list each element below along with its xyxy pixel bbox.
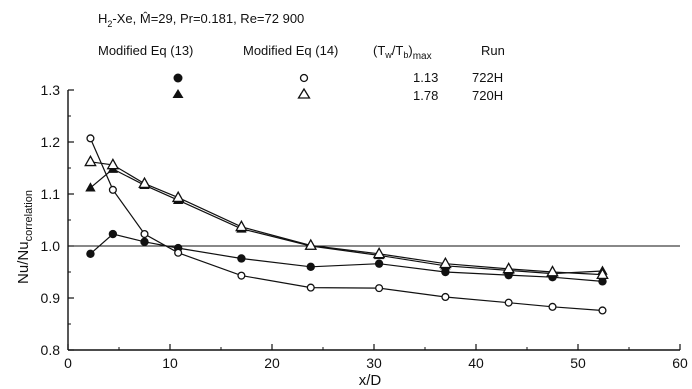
y-tick-label-5: 1.3 bbox=[41, 82, 61, 98]
point-s1-0 bbox=[86, 134, 95, 143]
point-s3-9 bbox=[546, 265, 559, 277]
point-s1-1 bbox=[108, 185, 117, 194]
point-s0-6 bbox=[374, 259, 384, 268]
point-s0-1 bbox=[108, 229, 118, 239]
legend-marker-filled-circle bbox=[173, 73, 183, 83]
point-s0-7 bbox=[441, 267, 450, 277]
y-tick-label-2: 1.0 bbox=[41, 238, 61, 254]
legend-row1-ratio: 1.13 bbox=[413, 70, 438, 85]
legend-col-run: Run bbox=[481, 43, 505, 58]
point-s3-0 bbox=[84, 154, 97, 167]
point-s3-8 bbox=[502, 262, 515, 274]
point-s0-2 bbox=[140, 237, 149, 247]
legend-col-ratio: (Tw/Tb)max bbox=[373, 43, 432, 62]
point-s1-10 bbox=[598, 306, 607, 315]
y-tick-label-4: 1.2 bbox=[41, 134, 61, 150]
series-line-2 bbox=[90, 168, 603, 275]
plot-area: 0 10 20 30 40 50 60 0.8 0.9 1.0 1.1 1.2 1.3 bbox=[41, 82, 688, 371]
x-tick-label-0: 0 bbox=[64, 355, 72, 371]
point-s1-3 bbox=[174, 248, 183, 257]
point-s0-4 bbox=[237, 254, 246, 263]
point-s1-8 bbox=[504, 298, 513, 307]
point-s3-7 bbox=[439, 256, 452, 269]
series-line-0 bbox=[90, 233, 603, 282]
x-tick-label-5: 50 bbox=[570, 355, 586, 371]
series-line-3 bbox=[90, 161, 603, 276]
point-s1-4 bbox=[237, 271, 246, 280]
x-tick-label-1: 10 bbox=[162, 355, 178, 371]
x-tick-label-6: 60 bbox=[672, 355, 688, 371]
legend-row2-ratio: 1.78 bbox=[413, 88, 438, 103]
y-tick-label-0: 0.8 bbox=[41, 342, 61, 358]
point-s3-4 bbox=[235, 219, 248, 232]
point-s0-10 bbox=[598, 277, 607, 286]
point-s3-2 bbox=[138, 176, 151, 189]
series-line-1 bbox=[89, 138, 603, 312]
x-tick-label-3: 30 bbox=[366, 355, 382, 371]
point-s2-0 bbox=[85, 182, 96, 192]
point-s0-5 bbox=[306, 262, 315, 271]
legend-col-eq14: Modified Eq (14) bbox=[243, 43, 338, 58]
point-s1-6 bbox=[375, 284, 384, 293]
header-conditions: H2-Xe, M̂=29, Pr=0.181, Re=72 900 bbox=[98, 11, 304, 29]
x-tick-label-4: 40 bbox=[468, 355, 484, 371]
point-s1-2 bbox=[140, 229, 149, 239]
legend-row1-run: 722H bbox=[472, 70, 503, 85]
legend-marker-open-circle bbox=[299, 73, 309, 83]
legend-row2-run: 720H bbox=[472, 88, 503, 103]
legend-marker-open-triangle bbox=[297, 87, 311, 99]
point-s1-5 bbox=[306, 283, 315, 292]
point-s0-0 bbox=[86, 249, 95, 258]
point-s3-10 bbox=[596, 267, 609, 280]
y-tick-label-3: 1.1 bbox=[41, 186, 61, 202]
point-s3-3 bbox=[171, 190, 185, 203]
x-axis-label: x/D bbox=[359, 372, 382, 389]
point-s1-9 bbox=[548, 302, 557, 311]
point-s1-7 bbox=[441, 292, 450, 302]
point-s3-5 bbox=[304, 238, 318, 250]
legend-col-eq13: Modified Eq (13) bbox=[98, 43, 193, 58]
y-tick-label-1: 0.9 bbox=[41, 290, 61, 306]
y-axis-label: Nu/Nucorrelation bbox=[15, 190, 35, 284]
point-s3-1 bbox=[106, 158, 120, 170]
legend-marker-filled-triangle bbox=[172, 89, 184, 98]
x-tick-label-2: 20 bbox=[264, 355, 280, 371]
point-s3-6 bbox=[372, 246, 386, 259]
